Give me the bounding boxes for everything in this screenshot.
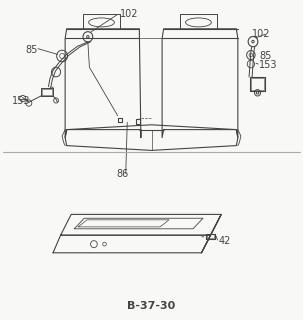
Text: 42: 42 xyxy=(218,236,231,246)
Text: 153: 153 xyxy=(259,60,278,70)
Text: 86: 86 xyxy=(117,169,129,180)
Text: 153: 153 xyxy=(12,96,31,106)
Text: 85: 85 xyxy=(259,51,271,61)
Text: 102: 102 xyxy=(251,28,270,39)
Text: B-37-30: B-37-30 xyxy=(127,300,176,311)
Text: 102: 102 xyxy=(120,9,138,20)
Text: 85: 85 xyxy=(26,44,38,55)
